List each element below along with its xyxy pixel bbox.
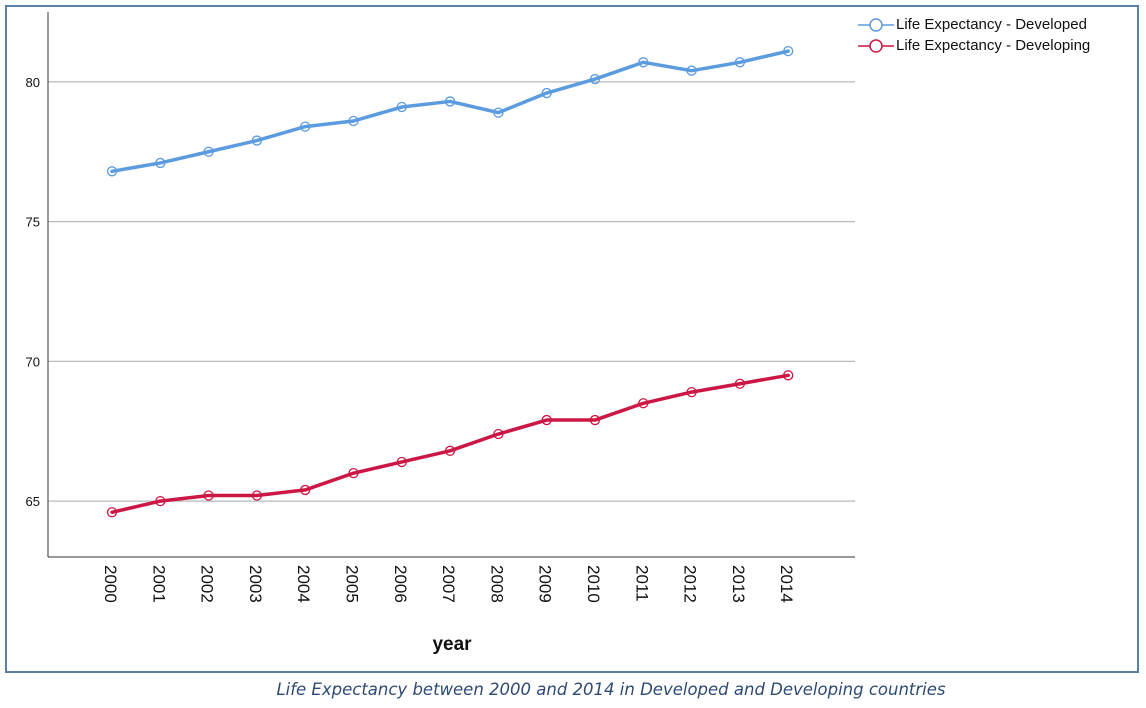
legend-item-developing: Life Expectancy - Developing bbox=[858, 35, 1090, 56]
series-line-1 bbox=[110, 373, 790, 515]
x-tick-label-2010: 2010 bbox=[584, 565, 603, 603]
figure-caption: Life Expectancy between 2000 and 2014 in… bbox=[276, 680, 946, 699]
x-tick-label-2011: 2011 bbox=[632, 565, 651, 602]
x-tick-label-2002: 2002 bbox=[198, 565, 217, 603]
data-point-1-2011 bbox=[638, 398, 649, 409]
legend-marker-developing bbox=[858, 38, 894, 53]
data-point-0-2008 bbox=[493, 107, 504, 118]
x-tick-label-2000: 2000 bbox=[101, 565, 120, 603]
x-tick-label-2001: 2001 bbox=[149, 565, 168, 603]
x-tick-label-2014: 2014 bbox=[777, 565, 796, 603]
data-point-0-2004 bbox=[300, 121, 311, 132]
data-point-0-2000 bbox=[106, 166, 118, 177]
x-tick-label-2006: 2006 bbox=[391, 565, 410, 603]
legend: Life Expectancy - Developed Life Expecta… bbox=[858, 14, 1090, 56]
data-point-0-2014 bbox=[783, 45, 794, 57]
x-tick-label-2013: 2013 bbox=[729, 565, 748, 603]
chart-frame bbox=[5, 5, 1139, 673]
data-point-1-2006 bbox=[396, 456, 407, 468]
y-tick-label-80: 80 bbox=[26, 75, 40, 90]
legend-label-developing: Life Expectancy - Developing bbox=[896, 37, 1091, 54]
data-point-0-2009 bbox=[541, 87, 552, 99]
data-point-1-2007 bbox=[444, 445, 456, 456]
data-point-1-2004 bbox=[300, 484, 311, 496]
data-point-1-2008 bbox=[493, 428, 504, 440]
data-point-0-2012 bbox=[686, 65, 697, 76]
data-point-1-2009 bbox=[541, 414, 552, 426]
data-point-0-2001 bbox=[155, 157, 166, 169]
data-point-0-2006 bbox=[396, 101, 407, 113]
legend-item-developed: Life Expectancy - Developed bbox=[858, 14, 1090, 35]
data-point-1-2005 bbox=[348, 468, 359, 479]
data-point-0-2013 bbox=[734, 57, 746, 68]
x-tick-label-2008: 2008 bbox=[487, 565, 506, 603]
data-point-0-2003 bbox=[251, 135, 263, 146]
y-tick-label-75: 75 bbox=[26, 215, 40, 230]
data-point-1-2010 bbox=[589, 414, 601, 426]
data-point-1-2012 bbox=[686, 386, 697, 398]
x-axis-title: year bbox=[432, 634, 472, 655]
data-point-0-2007 bbox=[444, 96, 456, 107]
x-tick-label-2007: 2007 bbox=[439, 565, 458, 603]
x-tick-label-2005: 2005 bbox=[343, 565, 362, 603]
x-tick-label-2009: 2009 bbox=[536, 565, 555, 603]
data-point-0-2005 bbox=[348, 115, 359, 127]
x-tick-label-2012: 2012 bbox=[681, 565, 700, 603]
series-line-0 bbox=[110, 49, 790, 174]
y-tick-label-65: 65 bbox=[26, 494, 40, 509]
x-tick-label-2004: 2004 bbox=[294, 565, 313, 603]
legend-label-developed: Life Expectancy - Developed bbox=[896, 16, 1087, 33]
data-point-1-2013 bbox=[734, 378, 746, 389]
x-tick-label-2003: 2003 bbox=[246, 565, 265, 603]
data-point-1-2014 bbox=[783, 370, 794, 381]
data-point-1-2001 bbox=[155, 495, 166, 507]
data-point-1-2003 bbox=[251, 490, 263, 501]
data-point-0-2010 bbox=[589, 73, 601, 85]
legend-marker-developed bbox=[858, 17, 894, 32]
data-point-1-2002 bbox=[203, 490, 214, 501]
y-tick-label-70: 70 bbox=[26, 354, 40, 369]
data-point-0-2011 bbox=[638, 57, 649, 68]
data-point-1-2000 bbox=[106, 507, 118, 518]
data-point-0-2002 bbox=[203, 146, 214, 157]
